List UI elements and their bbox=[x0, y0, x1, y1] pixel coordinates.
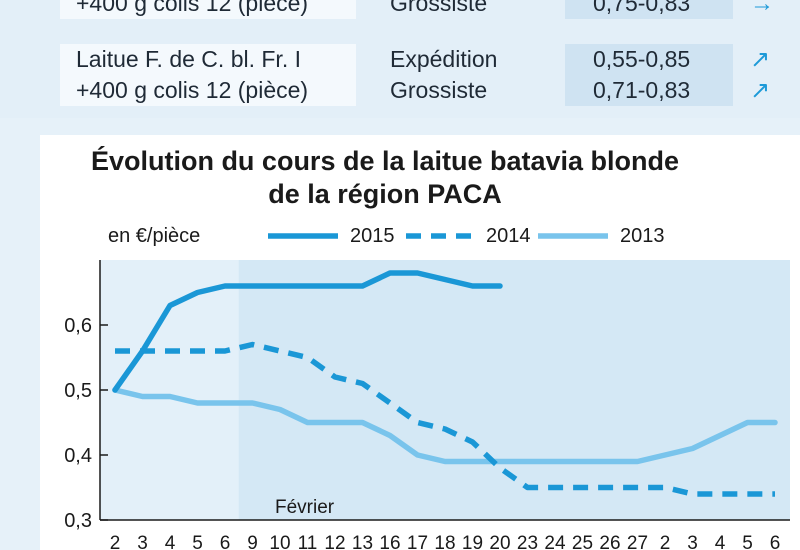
x-tick-label: 5 bbox=[192, 533, 203, 550]
y-tick-label: 0,6 bbox=[64, 315, 92, 337]
x-tick-label: 11 bbox=[298, 533, 318, 550]
x-tick-label: 3 bbox=[687, 533, 698, 550]
stage-cell: Grossiste bbox=[390, 0, 488, 16]
x-tick-label: 19 bbox=[462, 533, 483, 550]
legend-swatch-2013 bbox=[538, 233, 608, 239]
price-cell: 0,71-0,83 bbox=[565, 75, 733, 106]
y-tick-label: 0,5 bbox=[64, 380, 92, 402]
y-axis: 0,3 0,4 0,5 0,6 bbox=[64, 260, 108, 532]
x-tick-label: 2 bbox=[660, 533, 671, 550]
x-axis: 2 3 4 5 6 9 10 11 12 13 16 17 18 19 20 23 24 25 26 27 2 3 4 5 6 bbox=[100, 519, 790, 550]
chart-panel: Évolution du cours de la laitue batavia … bbox=[40, 135, 800, 550]
product-cell: Laitue F. de C. bl. Fr. I bbox=[60, 44, 356, 75]
price-cell: 0,75-0,83 bbox=[565, 0, 733, 19]
line-chart: 0,30,40,50,6 2 3 4 5 6 9 10 11 12 13 16 17 18 19 20 23 2… bbox=[64, 260, 790, 550]
x-tick-label: 23 bbox=[517, 533, 538, 550]
x-tick-label: 6 bbox=[770, 533, 781, 550]
x-tick-label: 18 bbox=[434, 533, 455, 550]
legend-label-2015: 2015 bbox=[350, 225, 395, 247]
x-tick-label: 25 bbox=[572, 533, 593, 550]
x-tick-label: 24 bbox=[544, 533, 566, 550]
x-tick-label: 6 bbox=[220, 533, 231, 550]
trend-arrow-icon: → bbox=[750, 0, 774, 17]
stage-cell: Expédition bbox=[390, 46, 498, 72]
x-tick-label: 2 bbox=[110, 533, 121, 550]
x-tick-label: 4 bbox=[165, 533, 176, 550]
x-tick-label: 9 bbox=[247, 533, 258, 550]
month-label: Février bbox=[275, 497, 335, 518]
trend-arrow-icon: ↗ bbox=[750, 77, 771, 104]
series-line-2014 bbox=[115, 341, 775, 497]
series-group bbox=[112, 270, 778, 497]
y-tick-label: 0,4 bbox=[64, 445, 92, 467]
chart-title-line2: de la région PACA bbox=[268, 179, 502, 209]
x-tick-label: 27 bbox=[627, 533, 648, 550]
stage-cell: Grossiste bbox=[390, 77, 488, 103]
unit-label: en €/pièce bbox=[108, 225, 201, 247]
legend-label-2013: 2013 bbox=[620, 225, 665, 247]
x-tick-label: 5 bbox=[742, 533, 753, 550]
x-tick-label: 20 bbox=[489, 533, 510, 550]
price-cell: 0,55-0,85 bbox=[565, 44, 733, 75]
legend-label-2014: 2014 bbox=[486, 225, 531, 247]
x-tick-label: 3 bbox=[137, 533, 148, 550]
chart-title: Évolution du cours de la laitue batavia … bbox=[40, 145, 730, 211]
x-tick-label: 13 bbox=[352, 533, 373, 550]
legend-swatch-2014 bbox=[406, 233, 472, 239]
product-cell: +400 g colis 12 (pièce) bbox=[60, 75, 356, 106]
price-table: +400 g colis 12 (pièce) Grossiste 0,75-0… bbox=[0, 0, 800, 118]
x-tick-label: 16 bbox=[379, 533, 400, 550]
series-line-2015 bbox=[112, 270, 503, 393]
x-tick-label: 4 bbox=[715, 533, 726, 550]
x-tick-label: 26 bbox=[599, 533, 620, 550]
trend-arrow-icon: ↗ bbox=[750, 46, 771, 73]
product-cell: +400 g colis 12 (pièce) bbox=[60, 0, 356, 19]
legend-swatch-2015 bbox=[268, 233, 338, 239]
series-line-2013 bbox=[112, 387, 778, 465]
x-tick-label: 12 bbox=[324, 533, 345, 550]
x-tick-label: 17 bbox=[407, 533, 428, 550]
x-tick-label: 10 bbox=[269, 533, 290, 550]
chart-title-line1: Évolution du cours de la laitue batavia … bbox=[90, 146, 680, 176]
y-tick-label: 0,3 bbox=[64, 510, 92, 532]
